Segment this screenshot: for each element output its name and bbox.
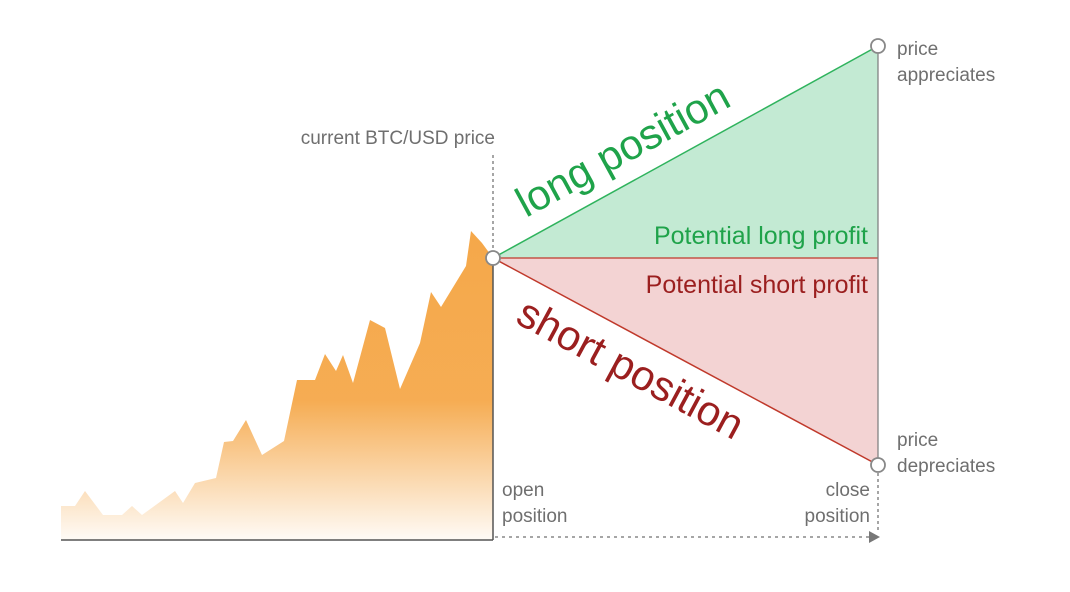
open-position-label-line2: position: [502, 506, 568, 527]
arrow-right-icon: [869, 531, 880, 543]
current-price-label: current BTC/USD price: [301, 128, 495, 149]
depreciate-marker: [870, 457, 886, 473]
price-appreciates-label-line2: appreciates: [897, 65, 995, 86]
close-position-label-line1: close: [826, 480, 870, 501]
appreciate-marker: [870, 38, 886, 54]
close-position-label-line2: position: [805, 506, 871, 527]
potential-short-profit-label: Potential short profit: [646, 271, 868, 299]
price-history-area: [61, 231, 493, 540]
price-appreciates-label-line1: price: [897, 39, 938, 60]
potential-long-profit-label: Potential long profit: [654, 222, 868, 250]
open-price-marker: [485, 250, 501, 266]
open-position-label-line1: open: [502, 480, 544, 501]
price-depreciates-label-line2: depreciates: [897, 456, 995, 477]
long-position-line: [492, 45, 879, 259]
short-position-line: [492, 257, 879, 466]
price-depreciates-label-line1: price: [897, 430, 938, 451]
